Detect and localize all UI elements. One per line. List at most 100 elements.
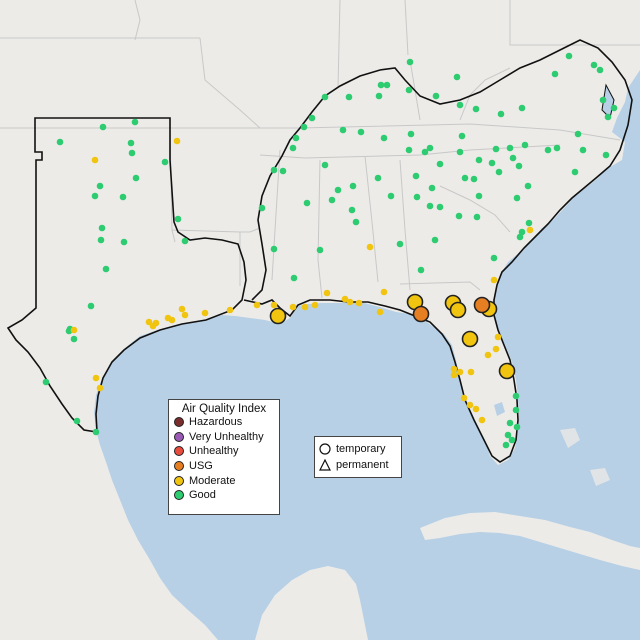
moderate-marker[interactable] (341, 295, 349, 303)
good-marker[interactable] (453, 73, 461, 81)
moderate-marker[interactable] (323, 289, 331, 297)
good-marker[interactable] (579, 146, 587, 154)
good-marker[interactable] (488, 159, 496, 167)
good-marker[interactable] (590, 61, 598, 69)
moderate-marker[interactable] (226, 306, 234, 314)
good-marker[interactable] (374, 174, 382, 182)
good-marker[interactable] (436, 160, 444, 168)
good-marker[interactable] (352, 218, 360, 226)
good-marker[interactable] (495, 168, 503, 176)
good-marker[interactable] (334, 186, 342, 194)
moderate-marker[interactable] (484, 351, 492, 359)
good-marker[interactable] (405, 146, 413, 154)
good-marker[interactable] (174, 215, 182, 223)
good-marker[interactable] (119, 193, 127, 201)
moderate-marker[interactable] (311, 301, 319, 309)
good-marker[interactable] (565, 52, 573, 60)
moderate-marker[interactable] (526, 226, 534, 234)
good-marker[interactable] (436, 203, 444, 211)
good-marker[interactable] (65, 327, 73, 335)
good-marker[interactable] (456, 148, 464, 156)
good-marker[interactable] (599, 96, 607, 104)
good-marker[interactable] (506, 419, 514, 427)
good-marker[interactable] (473, 213, 481, 221)
good-marker[interactable] (432, 92, 440, 100)
moderate-temporary-marker[interactable] (269, 307, 287, 325)
good-marker[interactable] (303, 199, 311, 207)
good-marker[interactable] (571, 168, 579, 176)
good-marker[interactable] (377, 81, 385, 89)
good-marker[interactable] (328, 196, 336, 204)
good-marker[interactable] (525, 219, 533, 227)
good-marker[interactable] (98, 224, 106, 232)
good-marker[interactable] (132, 174, 140, 182)
moderate-marker[interactable] (145, 318, 153, 326)
good-marker[interactable] (290, 274, 298, 282)
good-marker[interactable] (455, 212, 463, 220)
good-marker[interactable] (604, 113, 612, 121)
good-marker[interactable] (321, 93, 329, 101)
good-marker[interactable] (518, 104, 526, 112)
moderate-marker[interactable] (149, 322, 157, 330)
good-marker[interactable] (512, 392, 520, 400)
moderate-marker[interactable] (472, 405, 480, 413)
good-marker[interactable] (70, 335, 78, 343)
good-marker[interactable] (602, 151, 610, 159)
good-marker[interactable] (102, 265, 110, 273)
good-marker[interactable] (426, 144, 434, 152)
moderate-marker[interactable] (355, 299, 363, 307)
moderate-marker[interactable] (181, 311, 189, 319)
moderate-marker[interactable] (91, 156, 99, 164)
good-marker[interactable] (345, 93, 353, 101)
good-marker[interactable] (380, 134, 388, 142)
good-marker[interactable] (551, 70, 559, 78)
good-marker[interactable] (426, 202, 434, 210)
moderate-marker[interactable] (168, 316, 176, 324)
good-marker[interactable] (512, 406, 520, 414)
good-marker[interactable] (91, 192, 99, 200)
good-marker[interactable] (375, 92, 383, 100)
good-marker[interactable] (120, 238, 128, 246)
usg-temporary-marker[interactable] (473, 296, 491, 314)
moderate-marker[interactable] (178, 305, 186, 313)
good-marker[interactable] (292, 134, 300, 142)
good-marker[interactable] (357, 128, 365, 136)
good-marker[interactable] (406, 58, 414, 66)
good-marker[interactable] (524, 182, 532, 190)
good-marker[interactable] (513, 423, 521, 431)
moderate-marker[interactable] (366, 243, 374, 251)
good-marker[interactable] (502, 441, 510, 449)
good-marker[interactable] (270, 245, 278, 253)
moderate-marker[interactable] (201, 309, 209, 317)
good-marker[interactable] (475, 192, 483, 200)
good-marker[interactable] (413, 193, 421, 201)
good-marker[interactable] (407, 130, 415, 138)
moderate-marker[interactable] (450, 371, 458, 379)
good-marker[interactable] (513, 194, 521, 202)
good-marker[interactable] (490, 254, 498, 262)
moderate-temporary-marker[interactable] (498, 362, 516, 380)
good-marker[interactable] (87, 302, 95, 310)
good-marker[interactable] (412, 172, 420, 180)
moderate-marker[interactable] (494, 333, 502, 341)
good-marker[interactable] (348, 206, 356, 214)
good-marker[interactable] (470, 175, 478, 183)
good-marker[interactable] (405, 86, 413, 94)
good-marker[interactable] (387, 192, 395, 200)
good-marker[interactable] (128, 149, 136, 157)
good-marker[interactable] (97, 236, 105, 244)
good-marker[interactable] (181, 237, 189, 245)
good-marker[interactable] (574, 130, 582, 138)
good-marker[interactable] (458, 132, 466, 140)
moderate-marker[interactable] (456, 368, 464, 376)
good-marker[interactable] (127, 139, 135, 147)
moderate-marker[interactable] (289, 303, 297, 311)
good-marker[interactable] (492, 145, 500, 153)
good-marker[interactable] (396, 240, 404, 248)
moderate-marker[interactable] (380, 288, 388, 296)
moderate-marker[interactable] (450, 365, 458, 373)
moderate-temporary-marker[interactable] (449, 301, 467, 319)
good-marker[interactable] (596, 66, 604, 74)
good-marker[interactable] (431, 236, 439, 244)
